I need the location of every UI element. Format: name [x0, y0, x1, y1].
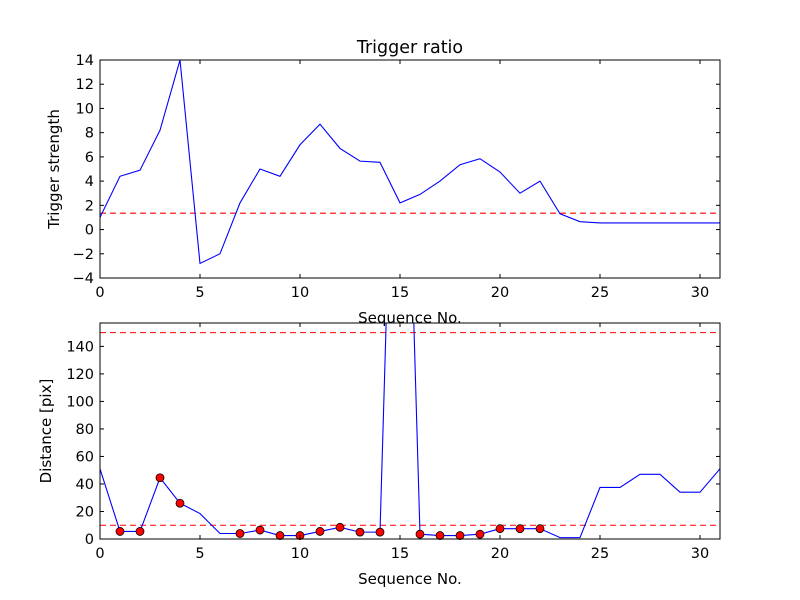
- top-axes-frame: [99, 59, 721, 279]
- bottom-data-point-marker: [255, 525, 265, 535]
- top-y-tick-label: 6: [85, 150, 94, 166]
- bottom-data-point-marker: [155, 473, 165, 483]
- bottom-y-tick-label: 100: [66, 394, 94, 410]
- top-x-tick-label: 25: [591, 285, 609, 301]
- bottom-data-point-marker: [515, 524, 525, 534]
- top-y-tick-label: 4: [85, 174, 94, 190]
- top-plot-area: [100, 60, 720, 265]
- bottom-x-tick-label: 25: [591, 546, 609, 562]
- bottom-data-point-marker: [175, 498, 185, 508]
- bottom-y-tick-label: 40: [76, 477, 94, 493]
- bottom-x-tick-label: 10: [291, 546, 309, 562]
- bottom-data-point-marker: [415, 529, 425, 539]
- bottom-y-tick-label: 60: [76, 449, 94, 465]
- bottom-y-tick-label: 20: [76, 504, 94, 520]
- bottom-data-point-marker: [475, 529, 485, 539]
- bottom-data-point-marker: [495, 524, 505, 534]
- top-x-tick-label: 0: [95, 285, 104, 301]
- bottom-x-tick-label: 5: [195, 546, 204, 562]
- bottom-plot-area: [100, 323, 720, 539]
- top-x-tick-label: 10: [291, 285, 309, 301]
- bottom-data-point-marker: [335, 522, 345, 532]
- bottom-x-tick-label: 0: [95, 546, 104, 562]
- top-y-tick-label: −4: [73, 271, 94, 287]
- bottom-data-point-marker: [115, 527, 125, 536]
- top-y-tick-label: 14: [76, 53, 94, 69]
- bottom-data-point-marker: [435, 531, 445, 540]
- bottom-data-point-marker: [375, 527, 385, 537]
- top-x-tick-label: 20: [491, 285, 509, 301]
- distance-panel: Sequence No. Distance [pix] 0 5 10 15 20 25 30…: [37, 322, 721, 588]
- top-x-tick-label: 15: [391, 285, 409, 301]
- bottom-data-point-marker: [355, 527, 365, 537]
- bottom-data-point-marker: [535, 524, 545, 534]
- bottom-y-tick-label: 0: [85, 532, 94, 548]
- bottom-y-tick-label: 80: [76, 422, 94, 438]
- top-y-tick-label: 8: [85, 126, 94, 142]
- top-y-tick-label: 0: [85, 223, 94, 239]
- bottom-axes-frame: [99, 322, 721, 540]
- top-y-tick-label: −2: [73, 247, 94, 263]
- bottom-x-tick-label: 20: [491, 546, 509, 562]
- bottom-x-tick-label: 30: [691, 546, 709, 562]
- bottom-x-tick-label: 15: [391, 546, 409, 562]
- top-x-axis-label: Sequence No.: [358, 309, 462, 327]
- top-y-tick-label: 10: [76, 101, 94, 117]
- top-series-line-0: [100, 60, 720, 265]
- bottom-y-axis-label: Distance [pix]: [37, 379, 55, 484]
- top-y-axis-label: Trigger strength: [45, 109, 63, 230]
- trigger-ratio-panel: Trigger ratio Sequence No. Trigger stren…: [45, 38, 721, 327]
- bottom-data-point-marker: [235, 529, 245, 538]
- bottom-data-point-marker: [135, 527, 145, 536]
- top-y-tick-label: 2: [85, 198, 94, 214]
- bottom-data-point-marker: [315, 527, 325, 536]
- top-x-tick-label: 30: [691, 285, 709, 301]
- bottom-y-tick-label: 140: [66, 339, 94, 355]
- top-y-tick-label: 12: [76, 77, 94, 93]
- bottom-data-point-marker: [455, 531, 465, 540]
- bottom-series-line-0: [100, 323, 720, 539]
- bottom-x-axis-label: Sequence No.: [358, 570, 462, 588]
- bottom-y-tick-label: 120: [66, 367, 94, 383]
- top-x-tick-label: 5: [195, 285, 204, 301]
- top-chart-title: Trigger ratio: [356, 38, 463, 58]
- bottom-data-point-marker: [275, 531, 285, 540]
